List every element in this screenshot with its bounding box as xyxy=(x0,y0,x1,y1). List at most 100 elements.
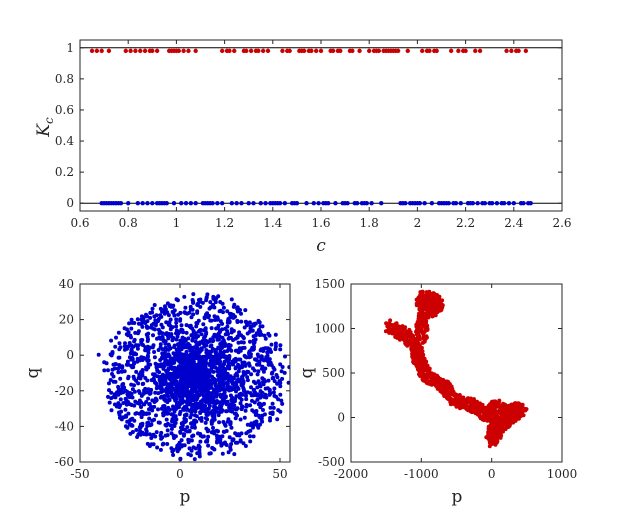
pq-chaotic-point xyxy=(508,422,512,427)
pq-regular-point xyxy=(169,332,174,337)
pq-regular-point xyxy=(141,402,146,407)
pq-regular-point xyxy=(174,406,179,411)
pq-chaotic-point xyxy=(425,292,430,297)
kc-data-point xyxy=(376,48,382,54)
pq-chaotic-point xyxy=(415,365,420,369)
kc-data-point xyxy=(463,48,468,54)
pq-regular-point xyxy=(154,430,159,435)
pq-regular-point xyxy=(239,431,244,436)
pq-regular-point xyxy=(146,387,151,392)
pq-regular-point xyxy=(198,439,203,444)
pq-regular-point xyxy=(191,312,196,317)
pq-regular-point xyxy=(171,453,176,457)
pq-regular-point xyxy=(262,412,267,417)
pq-regular-point xyxy=(230,395,235,400)
pq-regular-point xyxy=(238,438,243,443)
pq-regular-point xyxy=(225,409,229,414)
pq-regular-point xyxy=(116,384,121,389)
pq-chaotic-point xyxy=(436,295,441,300)
pq-regular-point xyxy=(268,405,273,410)
pq-regular-point xyxy=(223,326,228,331)
pq-regular-point xyxy=(182,432,187,437)
pq-regular-point xyxy=(204,376,209,381)
pq-regular-point xyxy=(212,380,217,385)
pq-chaotic-point xyxy=(392,324,397,329)
pq-regular-point xyxy=(121,401,126,405)
pq-regular-point xyxy=(166,336,171,341)
pq-regular-point xyxy=(204,312,208,317)
pq-chaotic-point xyxy=(499,433,504,438)
pq-chaotic-point xyxy=(464,405,469,410)
pq-regular-point xyxy=(265,386,270,391)
pq-regular-point xyxy=(147,407,151,412)
pq-regular-point xyxy=(161,388,166,393)
pq-regular-point xyxy=(140,370,145,375)
pq-regular-point xyxy=(215,337,220,342)
kc-data-point xyxy=(133,48,138,54)
pq-regular-point xyxy=(123,388,128,393)
pq-regular-point xyxy=(215,388,220,393)
pq-chaotic-point xyxy=(470,398,475,403)
pq-regular-point xyxy=(138,376,143,381)
pq-regular-point xyxy=(163,304,167,309)
kc-data-point xyxy=(181,48,186,54)
pq-chaotic-point xyxy=(493,435,498,440)
pq-regular-point xyxy=(237,395,242,400)
pq-regular-point xyxy=(236,340,241,345)
kc-data-point xyxy=(369,201,374,206)
kc-data-point xyxy=(473,48,478,54)
kc-x-tick-label: 1.4 xyxy=(263,216,282,230)
pq-chaotic-point xyxy=(496,416,501,421)
kc-data-point xyxy=(501,201,507,206)
kc-data-point xyxy=(142,48,148,54)
kc-data-point xyxy=(154,48,160,54)
pq-regular-points xyxy=(96,292,290,462)
pq-chaotic-point xyxy=(490,402,494,407)
kc-data-point xyxy=(333,201,338,206)
pq-regular-point xyxy=(278,392,283,397)
pq-regular-point xyxy=(167,397,172,402)
pq-regular-point xyxy=(197,444,201,449)
pq-regular-point xyxy=(225,309,230,314)
pq-chaotic-point xyxy=(509,418,514,423)
pq-chaotic-point xyxy=(487,417,492,422)
pq-regular-chart: -50 0 50 -60 -40 -20 0 20 40 p q xyxy=(23,277,291,507)
pq-regular-point xyxy=(175,328,179,333)
pq-regular-point xyxy=(127,391,132,396)
pq-regular-point xyxy=(226,332,230,336)
pq-regular-point xyxy=(132,418,137,423)
pq-regular-point xyxy=(253,333,258,338)
pq-chaotic-point xyxy=(432,310,437,315)
kc-data-point xyxy=(277,201,283,206)
pq-regular-point xyxy=(204,392,209,397)
kc-data-point xyxy=(232,48,237,54)
kc-data-point xyxy=(89,48,95,54)
pq-regular-point xyxy=(138,432,143,437)
pq-regular-point xyxy=(145,325,150,330)
pq-regular-point xyxy=(221,376,225,381)
kc-data-point xyxy=(282,201,288,206)
pq-regular-point xyxy=(118,391,123,395)
pq-chaotic-point xyxy=(422,338,427,343)
pq-regular-point xyxy=(263,336,268,341)
pq-regular-point xyxy=(247,329,252,334)
pq-regular-point xyxy=(156,391,161,396)
pq-chaotic-point xyxy=(392,329,397,334)
pq-regular-point xyxy=(118,397,123,402)
pq-regular-point xyxy=(182,352,187,357)
pq-chaotic-chart: -2000 -1000 0 1000 -500 0 500 1000 1500 p q xyxy=(297,277,577,507)
pq-chaotic-point xyxy=(423,374,428,379)
pq-chaotic-point xyxy=(414,303,419,308)
pq-regular-point xyxy=(273,344,278,349)
pq-regular-point xyxy=(206,410,211,415)
pq-chaotic-point xyxy=(475,405,480,410)
pq-chaotic-point xyxy=(419,362,424,367)
pq-regular-y-axis-label: q xyxy=(23,367,43,378)
pq-regular-x-tick-label: -50 xyxy=(70,467,89,481)
pq-regular-point xyxy=(197,448,202,453)
pq-regular-point xyxy=(120,382,125,387)
pq-chaotic-point xyxy=(500,416,505,421)
pq-regular-point xyxy=(260,419,265,424)
pq-chaotic-point xyxy=(488,408,493,413)
pq-regular-point xyxy=(146,365,151,370)
